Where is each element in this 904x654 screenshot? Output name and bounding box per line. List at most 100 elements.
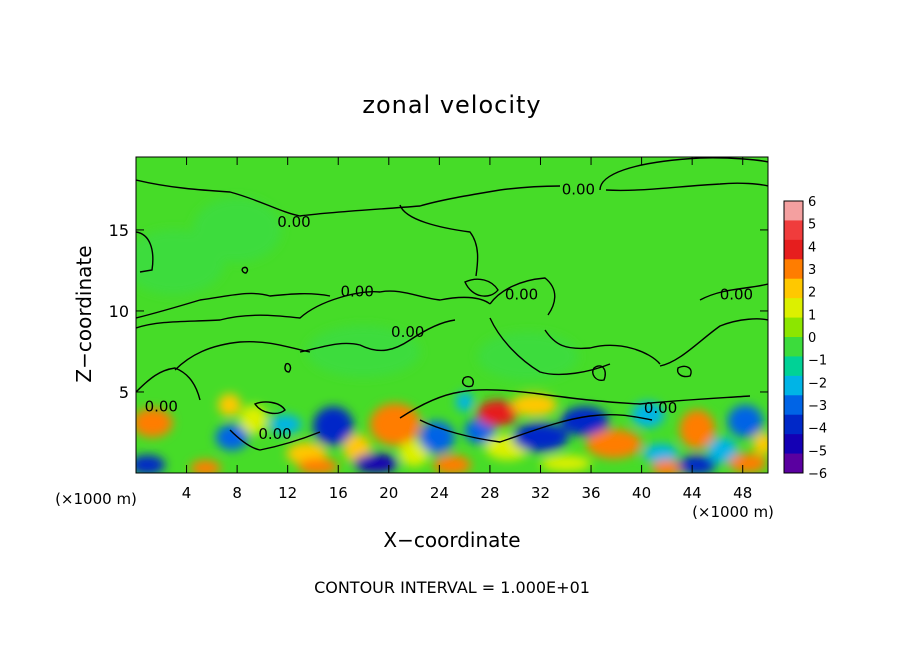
contour-line — [699, 283, 768, 301]
velocity-anomaly — [353, 453, 399, 473]
contour-line — [174, 340, 311, 371]
velocity-anomalies — [136, 197, 768, 473]
velocity-anomaly — [540, 455, 592, 472]
velocity-anomaly — [727, 404, 763, 438]
velocity-anomaly — [218, 393, 241, 417]
y-tick-label: 10 — [109, 302, 129, 321]
contour-line — [229, 429, 321, 451]
velocity-anomaly — [728, 453, 767, 473]
contour-line — [136, 179, 768, 217]
velocity-anomaly — [455, 391, 474, 412]
velocity-anomaly — [419, 421, 455, 454]
velocity-anomaly — [678, 455, 717, 473]
contour-line — [419, 413, 653, 443]
velocity-anomaly — [215, 424, 249, 451]
contour-label: 0.00 — [505, 286, 538, 304]
contour-line — [136, 290, 491, 329]
x-tick-label: 24 — [430, 484, 449, 502]
y-tick-label: 15 — [109, 221, 129, 240]
colorbar-tick-label: 1 — [808, 308, 816, 323]
x-unit-right: (×1000 m) — [692, 503, 774, 521]
velocity-anomaly — [268, 414, 302, 435]
velocity-anomaly — [192, 197, 282, 263]
x-tick-label: 16 — [329, 484, 348, 502]
x-tick-label: 48 — [733, 484, 752, 502]
contour-label: 0.00 — [720, 286, 753, 304]
contour-line — [592, 365, 606, 382]
contour-label: 0.00 — [145, 398, 178, 416]
contour-line — [489, 277, 556, 316]
velocity-anomaly — [642, 443, 679, 464]
colorbar-swatch — [784, 434, 803, 455]
velocity-anomaly — [136, 455, 166, 473]
contour-line — [299, 319, 456, 353]
x-tick-label: 8 — [232, 484, 242, 502]
colorbar-swatch — [784, 337, 803, 357]
y-axis: 5 10 15 — [109, 221, 768, 402]
velocity-anomaly — [312, 406, 354, 446]
velocity-anomaly — [477, 332, 579, 381]
colorbar-tick-label: −1 — [808, 354, 827, 369]
colorbar-tick-label: −3 — [808, 399, 827, 414]
velocity-anomaly — [679, 409, 715, 449]
velocity-anomaly — [136, 408, 173, 438]
colorbar-tick-label: −6 — [808, 467, 827, 482]
plot-frame — [135, 156, 769, 474]
contour-line — [676, 365, 692, 378]
contour-line — [544, 329, 661, 365]
contour-line — [136, 231, 154, 273]
contour-labels: 0.00 0.00 0.00 0.00 0.00 0.00 0.00 0.00 0.00 — [145, 180, 754, 443]
velocity-anomaly — [398, 440, 430, 467]
colorbar-tick-label: 5 — [808, 218, 816, 233]
contour-label: 0.00 — [258, 425, 291, 443]
colorbar-swatch — [784, 239, 803, 260]
contour-label: 0.00 — [340, 283, 373, 301]
x-tick-label: 12 — [278, 484, 297, 502]
velocity-anomaly — [511, 393, 557, 417]
x-axis-label: X−coordinate — [383, 528, 520, 552]
velocity-anomaly — [477, 400, 518, 427]
colorbar-swatch — [784, 278, 803, 299]
velocity-anomaly — [297, 458, 339, 473]
chart-title: zonal velocity — [362, 91, 541, 119]
contour-line — [399, 204, 479, 277]
contour-label: 0.00 — [391, 323, 424, 341]
velocity-anomaly — [306, 325, 421, 378]
colorbar-swatch — [784, 395, 803, 416]
x-axis: 4 8 12 16 20 24 28 32 36 40 44 48 — [182, 157, 752, 502]
velocity-anomaly — [752, 432, 768, 456]
velocity-anomaly — [239, 404, 268, 435]
contour-line — [284, 362, 292, 373]
colorbar-tick-label: 4 — [808, 240, 816, 255]
y-axis-label: Z−coordinate — [72, 245, 96, 382]
contour-lines — [136, 157, 768, 451]
colorbar-swatch — [784, 375, 803, 396]
velocity-anomaly — [631, 401, 665, 428]
colorbar-tick-label: 6 — [808, 195, 816, 210]
colorbar-swatch — [784, 298, 803, 319]
contour-line — [462, 376, 474, 388]
x-tick-label: 4 — [182, 484, 192, 502]
velocity-anomaly — [190, 460, 221, 473]
contour-label: 0.00 — [644, 399, 677, 417]
velocity-anomaly — [433, 455, 471, 473]
colorbar-swatch — [784, 317, 803, 338]
colorbar-swatch — [784, 414, 803, 435]
plot-area: 0.00 0.00 0.00 0.00 0.00 0.00 0.00 0.00 0.00 — [136, 157, 768, 473]
contour-label: 0.00 — [562, 180, 595, 198]
colorbar: 6 5 4 3 2 1 0 −1 −2 −3 −4 −5 −6 — [783, 195, 827, 482]
x-tick-label: 32 — [531, 484, 550, 502]
velocity-anomaly — [651, 460, 683, 473]
contour-line — [241, 266, 249, 274]
colorbar-frame — [783, 200, 804, 474]
velocity-anomaly — [512, 422, 569, 452]
x-tick-label: 28 — [480, 484, 499, 502]
colorbar-swatch — [784, 220, 803, 241]
colorbar-tick-label: −5 — [808, 444, 827, 459]
contour-interval-note: CONTOUR INTERVAL = 1.000E+01 — [314, 578, 590, 597]
colorbar-tick-label: 2 — [808, 286, 816, 301]
y-tick-label: 5 — [119, 383, 129, 402]
x-tick-label: 40 — [632, 484, 651, 502]
velocity-anomaly — [707, 437, 738, 464]
x-tick-label: 36 — [581, 484, 600, 502]
